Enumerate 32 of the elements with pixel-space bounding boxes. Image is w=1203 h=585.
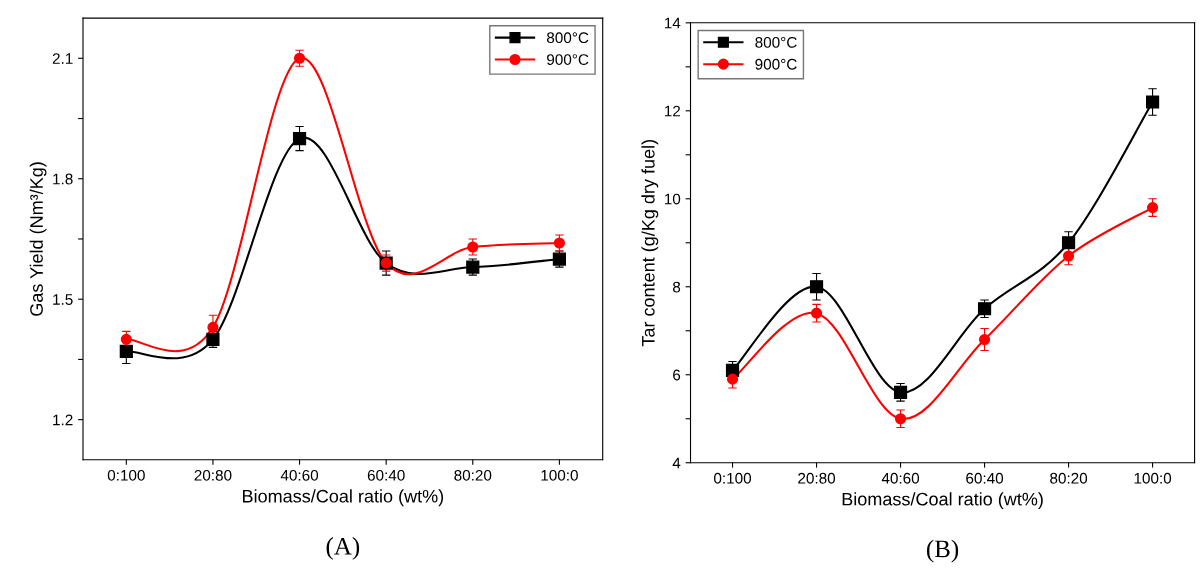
x-axis-title: Biomass/Coal ratio (wt%): [243, 489, 444, 507]
y-tick-label: 14: [664, 17, 681, 29]
x-tick-label: 20:80: [798, 472, 836, 484]
y-tick-label: 6: [673, 369, 681, 381]
y-tick-label: 1.5: [53, 294, 73, 305]
x-axis-title: Biomass/Coal ratio (wt%): [842, 492, 1043, 510]
y-tick-label: 1.2: [53, 414, 73, 426]
x-tick-label: 20:80: [194, 469, 232, 481]
x-tick-label: 40:60: [881, 472, 920, 484]
y-tick-label: 10: [664, 193, 681, 205]
y-tick-label: 4: [672, 457, 681, 469]
legend-label: 800°C: [546, 32, 589, 44]
x-tick-label: 60:40: [367, 469, 405, 481]
text: (B): [926, 539, 959, 563]
y-axis-title: Gas Yield (Nm³/Kg): [29, 162, 47, 316]
x-tick-label: 80:20: [454, 469, 492, 481]
y-tick-label: 2.1: [52, 53, 73, 64]
y-tick-label: 1.8: [53, 173, 73, 185]
x-tick-label: 0:100: [107, 469, 145, 481]
x-tick-label: 60:40: [966, 472, 1004, 484]
legend-label: 900°C: [547, 54, 589, 65]
x-tick-label: 0:100: [714, 472, 752, 484]
y-axis-title: Tar content (g/Kg dry fuel): [641, 140, 659, 347]
y-tick-label: 12: [664, 105, 681, 117]
x-tick-label: 80:20: [1050, 472, 1088, 484]
legend-label: 900°C: [755, 58, 797, 70]
x-tick-label: 100:0: [541, 469, 578, 481]
y-tick-label: 8: [672, 281, 681, 293]
x-tick-label: 100:0: [1134, 472, 1172, 484]
text: (A): [326, 537, 360, 560]
legend-label: 800°C: [755, 36, 797, 48]
x-tick-label: 40:60: [280, 469, 319, 481]
